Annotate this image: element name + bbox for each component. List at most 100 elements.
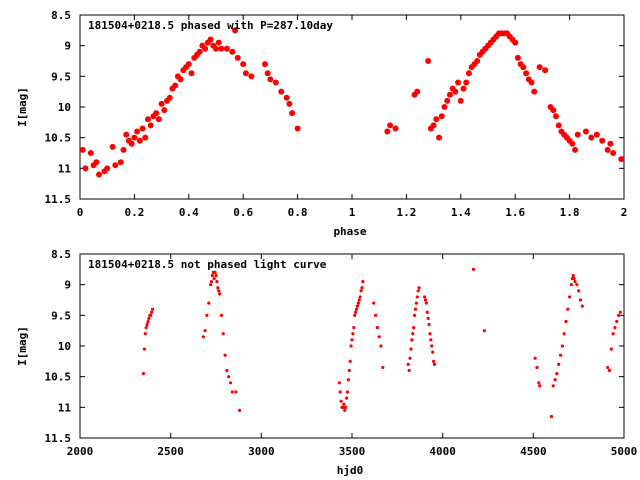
raw-data-point (227, 375, 231, 379)
phased-data-point (142, 134, 149, 141)
phased-data-point (607, 140, 614, 147)
raw-data-point (343, 408, 347, 412)
phased-data-point (520, 64, 527, 71)
raw-data-point (607, 368, 612, 373)
phased-data-point (242, 70, 249, 77)
phased-data-point (536, 64, 543, 71)
raw-y-tick-label: 11 (58, 401, 72, 414)
raw-data-point (145, 322, 149, 327)
raw-data-point (432, 362, 437, 366)
raw-data-point (208, 283, 213, 287)
raw-data-point (217, 289, 221, 293)
phased-x-tick-label: 1.8 (560, 206, 580, 219)
phased-data-point (460, 85, 467, 92)
phased-x-tick-label: 2 (621, 206, 628, 219)
raw-data-point (533, 356, 537, 360)
phased-x-tick-label: 1 (349, 206, 356, 219)
raw-data-point (350, 338, 354, 342)
raw-data-point (408, 356, 412, 360)
phased-y-tick-label: 10.5 (45, 132, 72, 145)
raw-data-point (203, 329, 207, 333)
phased-y-tick-label: 11 (58, 162, 72, 175)
phased-x-tick-label: 0 (77, 206, 84, 219)
raw-y-tick-label: 9 (64, 279, 71, 292)
raw-data-point (551, 384, 555, 388)
phased-data-point (240, 61, 247, 68)
phased-data-point (232, 27, 239, 34)
raw-data-point (212, 276, 216, 281)
raw-data-point (373, 313, 378, 317)
phased-data-point (213, 45, 219, 52)
raw-data-point (215, 280, 219, 284)
phased-data-point (555, 122, 562, 129)
phased-y-tick-label: 10 (58, 101, 71, 114)
phased-data-point (463, 79, 470, 86)
raw-data-point (553, 378, 557, 382)
raw-data-point (575, 283, 579, 287)
raw-data-point (569, 283, 574, 287)
raw-data-point (406, 362, 410, 366)
phased-data-point (438, 113, 445, 120)
phased-data-point (514, 54, 521, 61)
raw-data-point (351, 332, 355, 336)
raw-plot-title: 181504+0218.5 not phased light curve (88, 258, 327, 271)
raw-data-point (417, 286, 421, 290)
raw-data-point (613, 326, 617, 330)
phased-data-point (155, 116, 162, 123)
raw-x-tick-label: 4000 (429, 445, 456, 458)
phased-data-point (523, 70, 530, 77)
raw-data-point (377, 335, 381, 339)
phased-data-point (161, 107, 168, 114)
phased-plot-title: 181504+0218.5 phased with P=287.10day (88, 19, 333, 32)
phased-x-tick-label: 0.4 (179, 206, 199, 219)
raw-data-point (337, 381, 341, 385)
raw-data-point (358, 295, 362, 299)
raw-data-point (411, 332, 415, 336)
phased-data-point (384, 128, 391, 135)
raw-data-point (426, 316, 430, 320)
phased-data-point (158, 100, 165, 107)
raw-data-point (150, 310, 154, 314)
raw-x-tick-label: 3000 (248, 445, 275, 458)
raw-data-point (573, 280, 577, 284)
phased-data-point (147, 122, 154, 129)
raw-data-point (346, 378, 350, 382)
raw-data-point (482, 329, 486, 333)
phased-y-tick-label: 8.5 (51, 9, 71, 22)
raw-data-point (568, 295, 572, 299)
phased-y-tick-label: 11.5 (45, 193, 72, 206)
phased-data-point (264, 70, 271, 77)
phased-y-tick-label: 9 (64, 40, 71, 53)
raw-data-point (344, 405, 348, 409)
raw-data-point (144, 326, 148, 330)
raw-data-point (580, 304, 584, 308)
phased-data-point (202, 45, 209, 52)
phased-data-point (278, 88, 285, 95)
raw-data-point (571, 273, 575, 278)
phased-data-point (248, 73, 255, 80)
phased-x-tick-label: 1.2 (396, 206, 416, 219)
raw-y-tick-label: 10.5 (45, 371, 72, 384)
raw-data-point (214, 273, 218, 278)
raw-data-point (205, 313, 209, 317)
phased-data-point (96, 171, 103, 178)
raw-data-point (409, 347, 413, 351)
phased-data-point (457, 97, 464, 104)
raw-data-point (237, 408, 242, 412)
phased-data-point (185, 61, 192, 68)
phased-data-point (177, 76, 184, 83)
raw-data-point (557, 362, 561, 366)
raw-data-point (572, 276, 576, 281)
phased-data-point (93, 159, 100, 166)
raw-axis-ticks: 2000 2500 3000 3500 4000 4500 5000 8.5 9 9.5 10 10.… (45, 248, 638, 458)
raw-y-tick-label: 8.5 (51, 248, 71, 261)
raw-data-point (375, 326, 379, 330)
phased-data-point (433, 116, 440, 123)
raw-data-point (348, 359, 352, 363)
phased-data-point (588, 134, 595, 141)
raw-data-point (142, 347, 146, 351)
raw-data-point (353, 313, 357, 317)
raw-data-points (141, 267, 622, 419)
phased-data-point (289, 110, 296, 117)
raw-data-point (577, 289, 581, 293)
